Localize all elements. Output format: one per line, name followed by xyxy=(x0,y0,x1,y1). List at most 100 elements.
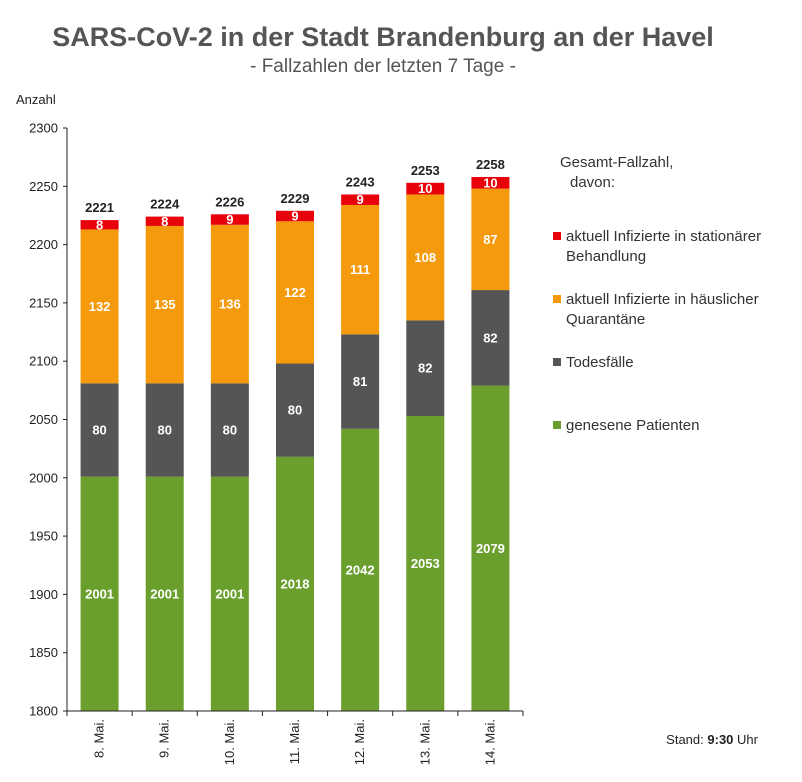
bar-segment-label: 2018 xyxy=(281,576,310,591)
x-tick-label: 9. Mai. xyxy=(157,719,172,758)
x-tick-label: 11. Mai. xyxy=(287,719,302,764)
x-tick-label: 13. Mai. xyxy=(417,719,432,765)
y-tick-label: 1800 xyxy=(29,704,58,719)
bar-segment-label: 82 xyxy=(418,361,432,376)
bar-segment-label: 2001 xyxy=(215,586,244,601)
bar-segment xyxy=(210,224,249,384)
stand-time: 9:30 xyxy=(707,732,733,747)
legend-header-line-1: Gesamt-Fallzahl, xyxy=(560,154,673,171)
bar-segment xyxy=(276,210,314,222)
bar-segment-label: 2001 xyxy=(150,586,179,601)
y-tick-label: 1850 xyxy=(29,645,58,660)
bar-segment-label: 2042 xyxy=(346,562,375,577)
bar-segment xyxy=(145,383,184,477)
legend-label: Behandlung xyxy=(566,248,646,265)
bar-segment-label: 87 xyxy=(483,232,497,247)
stand-label: Stand: xyxy=(666,732,704,747)
bar-segment-label: 9 xyxy=(291,209,298,224)
bar-segment-label: 135 xyxy=(154,297,176,312)
bar-segment xyxy=(471,188,510,291)
legend-label: aktuell Infizierte in häuslicher xyxy=(566,291,759,308)
bar-segment-label: 82 xyxy=(483,330,497,345)
y-tick-label: 2300 xyxy=(29,121,58,136)
y-tick-label: 2200 xyxy=(29,237,58,252)
legend-label: Todesfälle xyxy=(566,354,634,371)
x-tick-label: 14. Mai. xyxy=(482,719,497,765)
bar-segment xyxy=(406,194,445,321)
bar-total-label: 2253 xyxy=(411,163,440,178)
bar-segment-label: 80 xyxy=(288,403,302,418)
bar-segment-label: 2079 xyxy=(476,541,505,556)
bar-segment xyxy=(341,194,380,205)
y-tick-label: 2050 xyxy=(29,412,58,427)
bar-total-label: 2224 xyxy=(150,197,180,212)
bar-segment xyxy=(406,416,445,711)
bar-segment xyxy=(210,383,249,477)
bar-segment-label: 10 xyxy=(483,175,497,190)
bar-segment-label: 136 xyxy=(219,297,241,312)
bar-segment xyxy=(276,363,314,457)
x-tick-label: 10. Mai. xyxy=(222,719,237,765)
y-tick-label: 2100 xyxy=(29,354,58,369)
legend-label: Quarantäne xyxy=(566,311,645,328)
y-tick-label: 1950 xyxy=(29,529,58,544)
y-axis-label: Anzahl xyxy=(16,92,56,107)
bar-segment-label: 80 xyxy=(223,422,237,437)
bar-segment xyxy=(80,229,119,384)
x-axis-ticks: 8. Mai. 9. Mai. 10. Mai. 11. Mai. 12. Mai. 13… xyxy=(66,711,524,765)
bar-segment-label: 2001 xyxy=(85,586,114,601)
bar-segment-label: 10 xyxy=(418,181,432,196)
bar-segment-label: 80 xyxy=(92,422,106,437)
bar-segment-label: 132 xyxy=(89,299,111,314)
bar-total-label: 2258 xyxy=(476,157,505,172)
bar-total-label: 2226 xyxy=(215,194,244,209)
bar-segment-label: 9 xyxy=(357,192,364,207)
y-tick-label: 2150 xyxy=(29,295,58,310)
legend: Gesamt-Fallzahl, davon: aktuell Infizier… xyxy=(553,154,761,434)
bar-segment xyxy=(210,476,249,711)
legend-label: aktuell Infizierte in stationärer xyxy=(566,228,761,245)
legend-label: genesene Patienten xyxy=(566,417,699,434)
bar-segment-label: 111 xyxy=(350,262,370,277)
bar-segment xyxy=(145,216,184,226)
bar-segment-label: 81 xyxy=(353,374,367,389)
chart-title: SARS-CoV-2 in der Stadt Brandenburg an d… xyxy=(52,22,714,52)
legend-swatch xyxy=(553,295,561,303)
bars-group: 2001 80 132 8 2221 2001 80 135 8 2224 2001 80 136 9 22… xyxy=(80,157,510,711)
bar-segment xyxy=(145,476,184,711)
stand-unit: Uhr xyxy=(737,732,759,747)
bar-segment-label: 8 xyxy=(96,217,103,232)
bar-segment xyxy=(406,182,445,195)
legend-swatch xyxy=(553,421,561,429)
stand-timestamp: Stand: 9:30 Uhr xyxy=(666,732,758,747)
legend-swatch xyxy=(553,232,561,240)
bar-segment xyxy=(341,334,380,429)
bar-segment xyxy=(145,225,184,384)
legend-swatch xyxy=(553,358,561,366)
bar-total-label: 2243 xyxy=(346,174,375,189)
bar-segment-label: 122 xyxy=(284,285,306,300)
bar-segment xyxy=(80,383,119,477)
bar-segment xyxy=(276,456,314,711)
bar-segment-label: 9 xyxy=(226,212,233,227)
y-axis-ticks: 1800 1850 1900 1950 2000 2050 2100 2150 2200 2250… xyxy=(29,121,67,719)
bar-segment xyxy=(276,221,314,364)
bar-segment xyxy=(210,214,249,225)
bar-segment-label: 2053 xyxy=(411,556,440,571)
bar-total-label: 2221 xyxy=(85,200,114,215)
bar-segment xyxy=(80,476,119,711)
x-tick-label: 12. Mai. xyxy=(352,719,367,765)
x-tick-label: 8. Mai. xyxy=(92,719,107,758)
bar-segment xyxy=(471,176,510,189)
bar-total-label: 2229 xyxy=(281,191,310,206)
bar-segment xyxy=(80,220,119,230)
chart-subtitle: - Fallzahlen der letzten 7 Tage - xyxy=(250,56,516,77)
bar-segment-label: 80 xyxy=(157,422,171,437)
y-tick-label: 2000 xyxy=(29,470,58,485)
y-tick-label: 1900 xyxy=(29,587,58,602)
bar-segment-label: 108 xyxy=(414,250,436,265)
legend-header-line-2: davon: xyxy=(570,174,615,191)
bar-segment xyxy=(341,204,380,335)
y-tick-label: 2250 xyxy=(29,179,58,194)
